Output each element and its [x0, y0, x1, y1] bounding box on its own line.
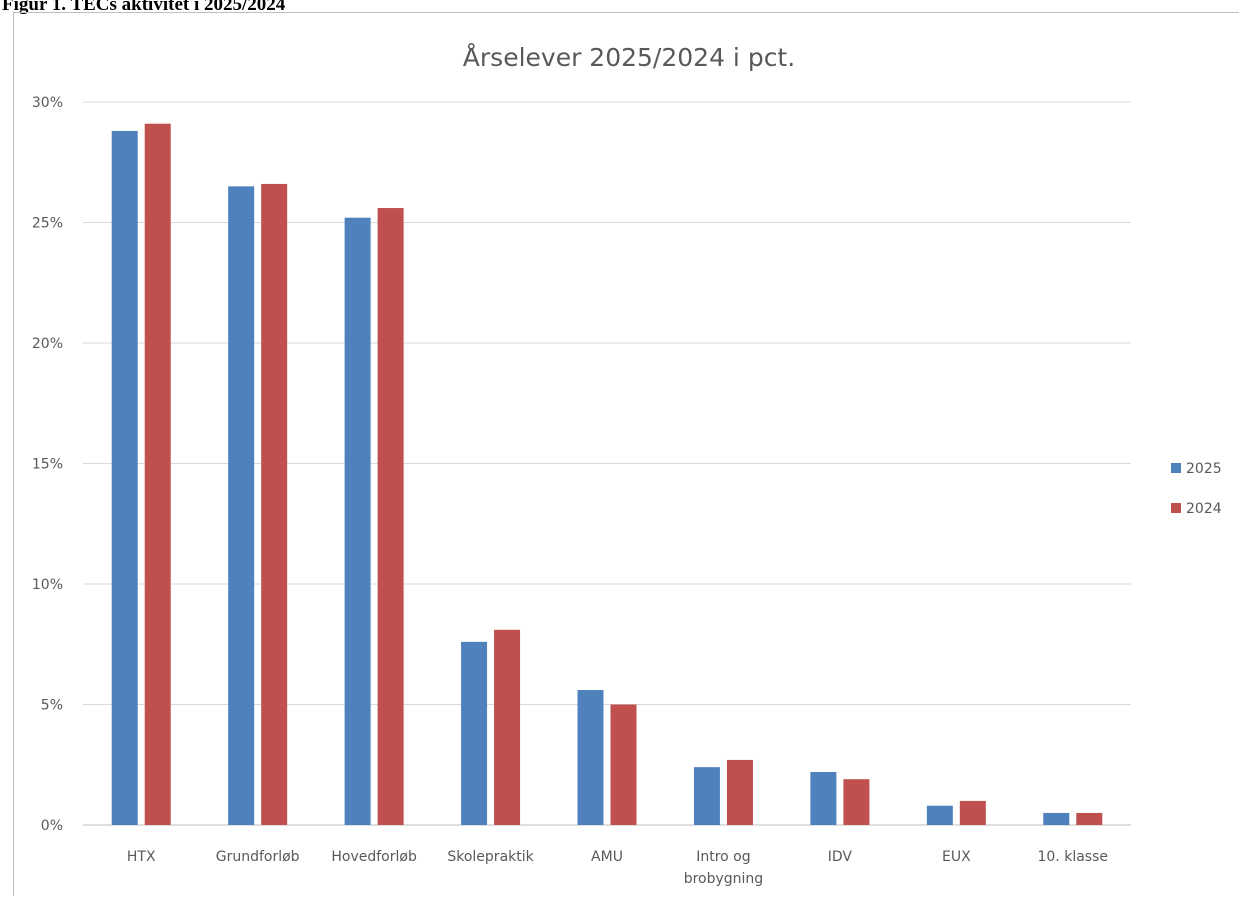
- bar-2024: [726, 759, 753, 825]
- x-tick-label-line: IDV: [828, 849, 853, 865]
- bar-2024: [494, 629, 521, 825]
- x-tick-label: Intro og brobygning: [684, 849, 763, 887]
- legend-label-2025: 2025: [1186, 461, 1222, 477]
- legend: 2025 2024: [1171, 461, 1222, 517]
- bar-2025: [810, 771, 837, 825]
- x-tick-label-line: AMU: [591, 849, 623, 865]
- x-tick-label: Skolepraktik: [447, 849, 534, 865]
- figure-caption: Figur 1. TECs aktivitet i 2025/2024: [2, 0, 286, 15]
- bar-2024: [144, 123, 171, 825]
- x-tick-label: 10. klasse: [1038, 849, 1109, 865]
- legend-swatch-2024: [1171, 503, 1181, 513]
- x-tick-label: AMU: [591, 849, 623, 865]
- bar-2025: [228, 186, 255, 826]
- legend-swatch-2025: [1171, 463, 1181, 473]
- x-tick-label: Hovedforløb: [331, 849, 417, 865]
- bar-2024: [610, 704, 637, 825]
- y-tick-label: 15%: [32, 457, 63, 473]
- x-tick-label-line: brobygning: [684, 871, 763, 887]
- x-tick-label: IDV: [828, 849, 853, 865]
- bar-2025: [926, 805, 953, 825]
- x-axis-ticks: HTX Grundforløb Hovedforløb Skolepraktik AMU…: [127, 849, 1108, 887]
- y-tick-label: 20%: [32, 336, 63, 352]
- y-tick-label: 30%: [32, 95, 63, 111]
- x-tick-label-line: 10. klasse: [1038, 849, 1109, 865]
- x-tick-label-line: Grundforløb: [216, 849, 300, 865]
- bar-2025: [461, 641, 488, 825]
- x-tick-label-line: EUX: [942, 849, 971, 865]
- x-tick-label-line: Hovedforløb: [331, 849, 417, 865]
- y-axis-ticks: 0% 5% 10% 15% 20% 25% 30%: [32, 95, 63, 834]
- x-tick-label-line: HTX: [127, 849, 156, 865]
- bar-2024: [377, 208, 404, 826]
- bars: [111, 123, 1103, 826]
- bar-2024: [1076, 812, 1103, 825]
- x-tick-label-line: Skolepraktik: [447, 849, 534, 865]
- y-tick-label: 25%: [32, 216, 63, 232]
- x-tick-label: Grundforløb: [216, 849, 300, 865]
- bar-2025: [577, 690, 604, 825]
- gridlines: [83, 101, 1131, 826]
- bar-2024: [261, 183, 288, 825]
- y-tick-label: 10%: [32, 577, 63, 593]
- x-tick-label: EUX: [942, 849, 971, 865]
- y-tick-label: 5%: [41, 698, 63, 714]
- bar-2025: [1043, 812, 1070, 825]
- bar-2024: [843, 779, 870, 825]
- x-tick-label-line: Intro og: [696, 849, 750, 865]
- y-tick-label: 0%: [41, 818, 63, 834]
- chart-frame: [13, 12, 1239, 896]
- bar-2025: [344, 217, 371, 825]
- bar-2025: [111, 130, 138, 826]
- chart-title: Årselever 2025/2024 i pct.: [463, 43, 795, 72]
- x-tick-label: HTX: [127, 849, 156, 865]
- bar-2025: [693, 767, 720, 825]
- legend-label-2024: 2024: [1186, 501, 1222, 517]
- bar-2024: [959, 800, 986, 825]
